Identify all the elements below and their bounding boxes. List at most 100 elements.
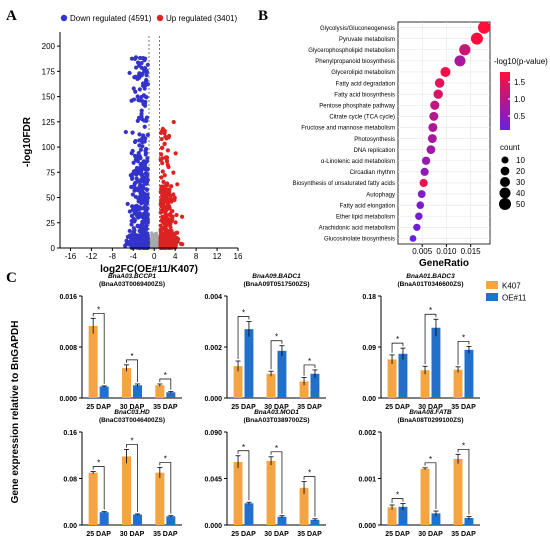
significance-bracket bbox=[303, 476, 316, 517]
significance-bracket bbox=[457, 341, 470, 365]
point-up bbox=[164, 136, 169, 141]
category-label: 25 DAP bbox=[231, 531, 256, 538]
category-label: 35 DAP bbox=[451, 404, 476, 411]
size-legend-dot bbox=[501, 156, 509, 164]
point-down bbox=[140, 184, 145, 189]
point-up bbox=[159, 218, 164, 223]
point-down bbox=[129, 56, 135, 61]
x-tick-label: -4 bbox=[130, 252, 138, 261]
point-up bbox=[168, 225, 173, 230]
term-label: Pentose phosphate pathway bbox=[319, 103, 395, 109]
y-tick-label: 0.090 bbox=[204, 430, 222, 437]
y-tick-label: 0.09 bbox=[362, 345, 376, 352]
y-tick-label: 0.18 bbox=[362, 294, 376, 301]
point-down bbox=[139, 227, 144, 233]
term-dot bbox=[420, 167, 429, 176]
significance-bracket bbox=[159, 378, 172, 390]
point-up bbox=[166, 164, 171, 170]
category-label: 30 DAP bbox=[120, 531, 145, 538]
category-label: 30 DAP bbox=[120, 404, 145, 411]
significance-bracket bbox=[92, 466, 105, 510]
significance-bracket bbox=[424, 462, 437, 510]
point-up bbox=[173, 151, 178, 156]
point-down bbox=[124, 238, 129, 243]
significance-star: * bbox=[308, 469, 311, 478]
qpcr-panel: C Gene expression relative to BnGAPDH K407… bbox=[6, 270, 527, 538]
point-down bbox=[144, 73, 149, 78]
point-down bbox=[131, 226, 136, 231]
point-down bbox=[142, 82, 147, 87]
point-down bbox=[137, 63, 142, 68]
category-label: 30 DAP bbox=[418, 404, 443, 411]
term-label: α-Linolenic acid metabolism bbox=[321, 159, 395, 165]
point-up bbox=[160, 169, 165, 174]
point-down bbox=[137, 87, 142, 92]
term-label: Fructose and mannose metabolism bbox=[301, 126, 395, 132]
point-up bbox=[162, 141, 167, 147]
color-legend-label: 0.5 bbox=[514, 112, 526, 121]
x-tick-label: 4 bbox=[173, 252, 178, 261]
point-up bbox=[168, 221, 173, 227]
gene-id: (BnaA03T0389700ZS) bbox=[243, 417, 309, 424]
y-tick-label: 0.008 bbox=[59, 345, 77, 352]
point-down bbox=[131, 160, 136, 165]
point-up bbox=[161, 179, 166, 184]
point-down bbox=[137, 75, 142, 80]
term-dot bbox=[430, 100, 440, 110]
point-down bbox=[137, 154, 142, 159]
point-down bbox=[123, 243, 128, 248]
y-tick-label: 0.001 bbox=[358, 477, 376, 484]
bar-K407 bbox=[420, 370, 430, 398]
point-down bbox=[133, 55, 139, 60]
gene-name: BnaC03.HD bbox=[114, 409, 150, 416]
point-down bbox=[133, 194, 138, 199]
y-tick-label: 150 bbox=[42, 93, 56, 102]
category-label: 35 DAP bbox=[297, 531, 322, 538]
point-up bbox=[163, 227, 168, 232]
point-up bbox=[164, 213, 170, 218]
legend-swatch-0 bbox=[486, 281, 498, 289]
bar-K407 bbox=[453, 369, 463, 398]
bar-OE#11 bbox=[244, 329, 254, 398]
term-dot bbox=[415, 212, 423, 220]
point-down bbox=[129, 218, 134, 224]
significance-star: * bbox=[275, 444, 278, 453]
term-dot bbox=[419, 178, 428, 188]
point-down bbox=[140, 172, 145, 177]
x-tick-label: -16 bbox=[65, 252, 77, 261]
y-tick-label: 0.045 bbox=[204, 477, 222, 484]
point-down bbox=[134, 65, 139, 70]
size-legend-dot bbox=[500, 177, 510, 187]
point-up bbox=[164, 220, 169, 225]
size-legend-dot bbox=[499, 198, 511, 210]
bar-OE#11 bbox=[398, 353, 408, 398]
term-label: Fatty acid biosynthesis bbox=[334, 92, 395, 98]
y-tick-label: 75 bbox=[46, 168, 55, 177]
point-up bbox=[160, 244, 165, 249]
point-down bbox=[127, 228, 132, 234]
bar-panel-0: BnaA03.BCCP1(BnaA03T0069400ZS) 0.000 0.008… bbox=[59, 273, 182, 411]
term-dot bbox=[416, 201, 425, 209]
point-up bbox=[160, 145, 165, 150]
x-axis-title: GeneRatio bbox=[419, 258, 469, 269]
point-down bbox=[145, 234, 150, 240]
term-dot bbox=[454, 55, 466, 67]
term-label: Pyruvate metabolism bbox=[339, 37, 395, 43]
dotplot-frame bbox=[397, 21, 491, 245]
point-down bbox=[134, 157, 140, 162]
legend-label-1: Up regulated (3401) bbox=[166, 14, 237, 23]
point-down bbox=[139, 108, 144, 113]
significance-bracket bbox=[237, 316, 250, 360]
bar-K407 bbox=[88, 325, 98, 398]
volcano-panel: A Down regulated (4591) Up regulated (3401… bbox=[6, 8, 243, 275]
point-down bbox=[137, 143, 142, 148]
significance-star: * bbox=[130, 436, 133, 445]
point-down bbox=[143, 146, 149, 152]
legend-label-c-1: OE#11 bbox=[502, 294, 527, 303]
point-down bbox=[130, 192, 135, 197]
category-label: 25 DAP bbox=[385, 404, 410, 411]
category-label: 30 DAP bbox=[264, 531, 289, 538]
point-down bbox=[132, 139, 138, 145]
bar-OE#11 bbox=[166, 516, 176, 525]
significance-star: * bbox=[97, 459, 100, 468]
